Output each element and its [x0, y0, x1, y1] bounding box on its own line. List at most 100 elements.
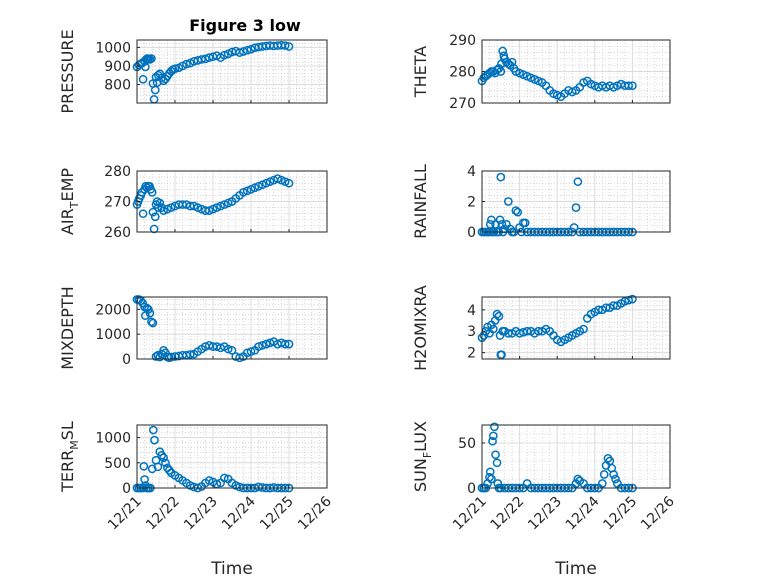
y-tick-label: 4	[467, 303, 476, 319]
data-point	[495, 215, 505, 225]
data-point	[497, 350, 506, 360]
data-point	[280, 41, 290, 50]
data-point	[491, 450, 500, 460]
data-point	[145, 308, 155, 318]
data-point	[235, 48, 244, 57]
data-point	[261, 339, 271, 349]
data-point	[487, 474, 496, 484]
data-point	[500, 224, 509, 234]
y-axis-label: SUNFLUX	[411, 421, 434, 492]
y-tick-label: 270	[449, 96, 476, 112]
data-point	[220, 50, 229, 60]
y-axis-label: H2OMIXRA	[411, 285, 430, 371]
data-point	[573, 474, 583, 484]
y-axis-label-tail: LUX	[411, 421, 430, 452]
data-point	[485, 220, 495, 229]
data-point	[150, 435, 159, 445]
data-point	[624, 81, 633, 91]
y-axis-label-sub: F	[421, 452, 434, 458]
data-point	[201, 54, 210, 64]
y-tick-label: 280	[104, 164, 131, 180]
y-axis-label-main: MIXDEPTH	[58, 286, 77, 369]
data-point	[284, 178, 294, 188]
data-point	[258, 341, 267, 350]
data-point	[138, 209, 148, 219]
data-point	[239, 47, 248, 56]
data-point	[511, 206, 521, 215]
data-point	[182, 59, 191, 69]
data-point	[628, 294, 637, 304]
data-point	[147, 54, 156, 63]
data-point	[597, 479, 607, 488]
y-axis-label-tail: EMP	[58, 168, 77, 202]
data-point	[571, 203, 581, 212]
plot-area	[482, 425, 670, 488]
y-axis-label-main: TERR	[58, 450, 77, 493]
data-point	[153, 462, 163, 472]
y-axis-label: AIRTEMP	[58, 168, 81, 235]
data-point	[223, 344, 233, 354]
data-point	[496, 172, 506, 182]
axes-box	[481, 296, 671, 360]
y-tick-label: 0	[122, 481, 131, 497]
data-point	[242, 348, 252, 358]
data-point	[498, 46, 508, 56]
data-point	[284, 42, 294, 51]
axes-box	[136, 296, 328, 360]
y-tick-label: 1000	[95, 431, 131, 447]
data-point	[148, 425, 158, 435]
y-axis-label-main: SUN	[411, 458, 430, 492]
data-point	[522, 326, 532, 336]
data-point	[488, 324, 498, 334]
data-point	[148, 318, 158, 328]
data-point	[140, 475, 149, 484]
y-tick-label: 270	[104, 195, 131, 211]
y-tick-label: 1000	[95, 327, 131, 343]
axes-box	[481, 424, 671, 489]
y-tick-label: 280	[449, 65, 476, 81]
data-point	[155, 69, 165, 79]
data-point	[503, 197, 513, 206]
y-tick-label: 1000	[95, 40, 131, 56]
y-axis-label-sub: T	[68, 201, 81, 209]
axes-box	[136, 424, 328, 489]
data-point	[254, 342, 263, 351]
y-axis-label: RAINFALL	[411, 164, 430, 239]
y-tick-label: 2	[467, 195, 476, 211]
y-axis-label-main: H2OMIXRA	[411, 285, 430, 371]
data-point	[611, 474, 620, 484]
y-tick-label: 0	[122, 352, 131, 368]
data-point	[485, 472, 494, 482]
y-axis-label-main: AIR	[58, 208, 77, 235]
data-point	[170, 64, 180, 74]
data-point	[159, 453, 168, 463]
data-point	[150, 212, 160, 222]
data-point	[601, 303, 611, 313]
figure-title: Figure 3 low	[189, 16, 301, 35]
y-tick-label: 3	[467, 324, 476, 340]
data-point	[503, 328, 513, 338]
y-axis-label: MIXDEPTH	[58, 286, 77, 369]
data-point	[479, 331, 489, 340]
data-point	[138, 74, 148, 84]
data-point	[189, 56, 199, 66]
x-axis-label: Time	[210, 559, 253, 579]
subplot-3: 0 2 4 RAINFALL	[411, 164, 671, 241]
data-point	[620, 296, 630, 306]
data-point	[280, 339, 290, 349]
data-point	[609, 470, 618, 479]
y-tick-label: 800	[104, 77, 131, 93]
y-tick-label: 50	[458, 436, 476, 452]
data-point	[147, 464, 157, 474]
data-point	[492, 309, 502, 319]
data-point	[520, 218, 530, 228]
data-point	[235, 353, 244, 363]
subplot-5: 2 3 4 H2OMIXRA	[411, 285, 671, 371]
y-axis-label: TERRMSL	[58, 421, 81, 493]
y-axis-label: PRESSURE	[58, 29, 77, 113]
y-tick-label: 4	[467, 164, 476, 180]
y-tick-label: 2	[467, 346, 476, 362]
data-point	[513, 207, 523, 217]
data-point	[147, 317, 156, 327]
